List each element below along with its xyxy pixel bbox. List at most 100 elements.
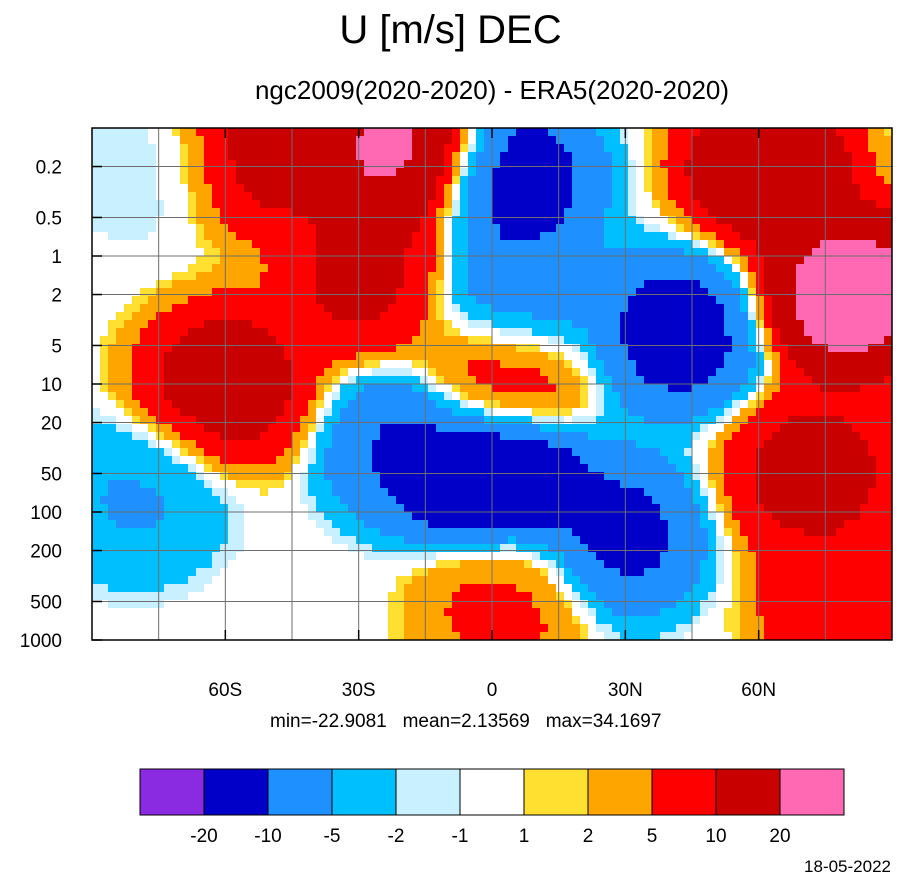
- field-cell: [148, 400, 157, 409]
- field-cell: [364, 248, 373, 257]
- field-cell: [828, 416, 837, 425]
- field-cell: [164, 512, 173, 521]
- field-cell: [764, 464, 773, 473]
- field-cell: [684, 176, 693, 185]
- field-cell: [196, 488, 205, 497]
- field-cell: [436, 248, 445, 257]
- field-cell: [772, 136, 781, 145]
- field-cell: [868, 296, 877, 305]
- field-cell: [572, 416, 581, 425]
- field-cell: [708, 208, 717, 217]
- field-cell: [172, 240, 181, 249]
- field-cell: [468, 504, 477, 513]
- field-cell: [108, 288, 117, 297]
- field-cell: [92, 320, 101, 329]
- field-cell: [724, 168, 733, 177]
- field-cell: [132, 440, 141, 449]
- field-cell: [108, 488, 117, 497]
- field-cell: [196, 496, 205, 505]
- field-cell: [220, 344, 229, 353]
- field-cell: [676, 392, 685, 401]
- field-cell: [196, 352, 205, 361]
- field-cell: [180, 496, 189, 505]
- field-cell: [468, 144, 477, 153]
- field-cell: [644, 200, 653, 209]
- field-cell: [252, 472, 261, 481]
- field-cell: [292, 408, 301, 417]
- field-cell: [404, 336, 413, 345]
- field-cell: [164, 344, 173, 353]
- field-cell: [836, 152, 845, 161]
- field-cell: [292, 320, 301, 329]
- field-cell: [804, 336, 813, 345]
- field-cell: [244, 496, 253, 505]
- field-cell: [180, 168, 189, 177]
- field-cell: [884, 488, 892, 497]
- field-cell: [244, 296, 253, 305]
- field-cell: [116, 496, 125, 505]
- field-cell: [100, 344, 109, 353]
- field-cell: [236, 272, 245, 281]
- field-cell: [436, 472, 445, 481]
- field-cell: [140, 352, 149, 361]
- field-cell: [180, 400, 189, 409]
- field-cell: [412, 520, 421, 529]
- field-cell: [636, 416, 645, 425]
- field-cell: [636, 360, 645, 369]
- field-cell: [876, 472, 885, 481]
- field-cell: [388, 440, 397, 449]
- field-cell: [852, 464, 861, 473]
- field-cell: [748, 160, 757, 169]
- field-cell: [476, 216, 485, 225]
- field-cell: [572, 136, 581, 145]
- field-cell: [436, 136, 445, 145]
- field-cell: [140, 152, 149, 161]
- field-cell: [428, 192, 437, 201]
- field-cell: [636, 424, 645, 433]
- field-cell: [220, 144, 229, 153]
- field-cell: [260, 360, 269, 369]
- field-cell: [508, 192, 517, 201]
- field-cell: [356, 512, 365, 521]
- field-cell: [412, 360, 421, 369]
- field-cell: [356, 184, 365, 193]
- field-cell: [500, 176, 509, 185]
- field-cell: [580, 504, 589, 513]
- field-cell: [276, 496, 285, 505]
- field-cell: [220, 384, 229, 393]
- field-cell: [116, 200, 125, 209]
- field-cell: [132, 168, 141, 177]
- field-cell: [116, 216, 125, 225]
- field-cell: [132, 152, 141, 161]
- field-cell: [652, 224, 661, 233]
- field-cell: [92, 424, 101, 433]
- field-cell: [404, 472, 413, 481]
- field-cell: [172, 344, 181, 353]
- field-cell: [764, 216, 773, 225]
- field-cell: [852, 360, 861, 369]
- field-cell: [364, 344, 373, 353]
- field-cell: [388, 288, 397, 297]
- field-cell: [348, 480, 357, 489]
- field-cell: [196, 440, 205, 449]
- field-cell: [868, 256, 877, 265]
- field-cell: [652, 512, 661, 521]
- field-cell: [804, 176, 813, 185]
- field-cell: [284, 496, 293, 505]
- field-cell: [236, 408, 245, 417]
- field-cell: [748, 272, 757, 281]
- field-cell: [108, 408, 117, 417]
- field-cell: [812, 128, 821, 137]
- field-cell: [852, 136, 861, 145]
- field-cell: [284, 464, 293, 473]
- field-cell: [548, 336, 557, 345]
- field-cell: [356, 176, 365, 185]
- field-cell: [468, 328, 477, 337]
- field-cell: [772, 368, 781, 377]
- field-cell: [572, 472, 581, 481]
- field-cell: [324, 144, 333, 153]
- field-cell: [844, 408, 853, 417]
- field-cell: [580, 360, 589, 369]
- field-cell: [604, 424, 613, 433]
- field-cell: [876, 176, 885, 185]
